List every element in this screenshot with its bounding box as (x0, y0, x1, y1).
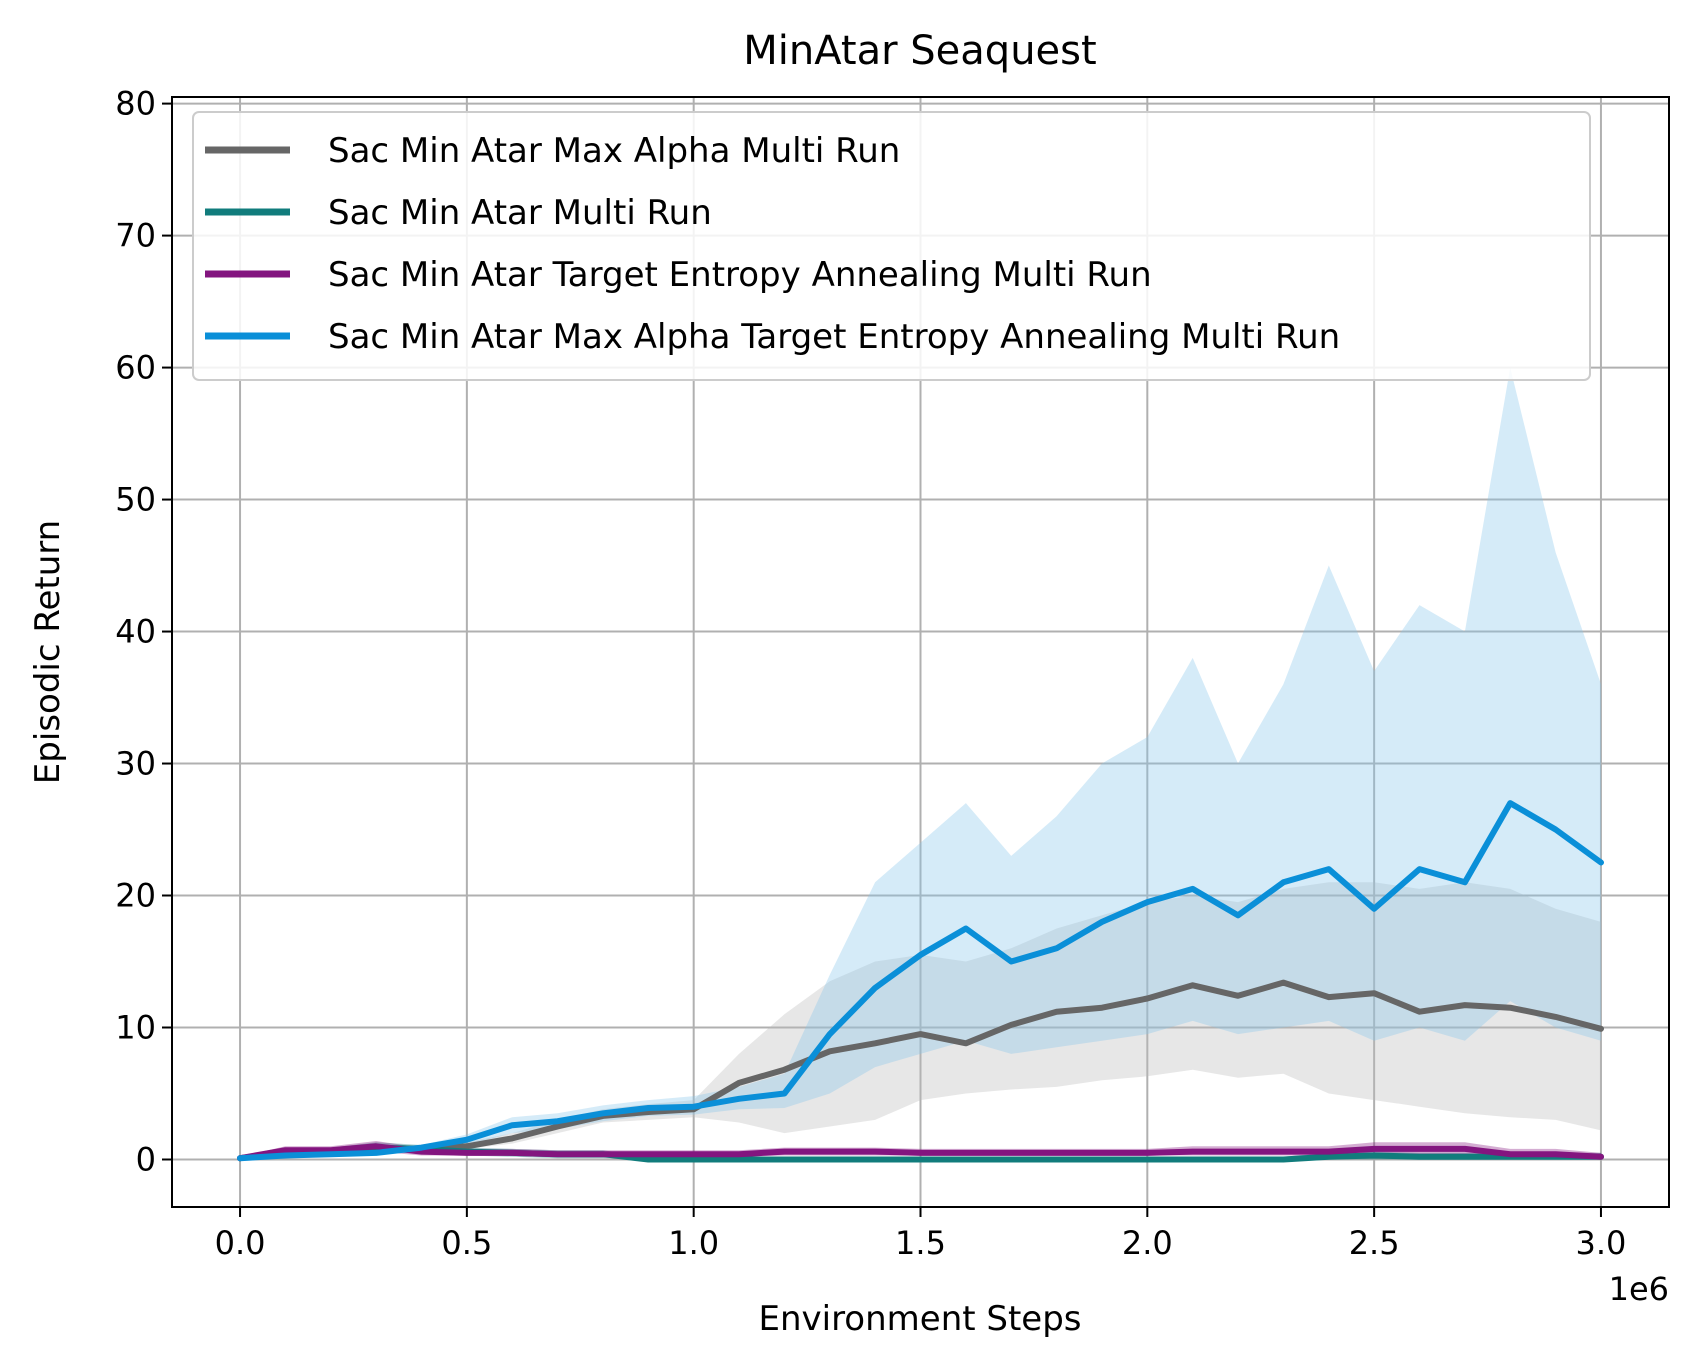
x-tick-label: 0.0 (215, 1224, 266, 1262)
series-line-1 (237, 979, 1604, 1162)
x-tick-label: 1.5 (895, 1224, 946, 1262)
legend-label-2: Sac Min Atar Multi Run (328, 193, 712, 233)
y-tick-label: 10 (115, 1008, 156, 1046)
legend-label-4: Sac Min Atar Max Alpha Target Entropy An… (328, 317, 1340, 357)
series-line-3 (237, 1143, 1604, 1162)
y-tick-label: 20 (115, 877, 156, 915)
y-tick-label: 40 (115, 613, 156, 651)
x-tick-label: 1.0 (668, 1224, 719, 1262)
series-lines (237, 800, 1604, 1163)
y-axis-ticks: 0 10 20 30 40 50 60 70 80 (115, 85, 172, 1178)
x-tick-label: 0.5 (441, 1224, 492, 1262)
x-tick-label: 2.0 (1122, 1224, 1173, 1262)
y-axis-label: Episodic Return (28, 520, 68, 784)
x-tick-label: 3.0 (1576, 1224, 1627, 1262)
y-tick-label: 30 (115, 745, 156, 783)
y-tick-label: 60 (115, 349, 156, 387)
x-axis-offset-label: 1e6 (1609, 1270, 1669, 1308)
series-line-4 (237, 800, 1604, 1162)
y-tick-label: 70 (115, 217, 156, 255)
y-tick-label: 50 (115, 481, 156, 519)
legend-label-3: Sac Min Atar Target Entropy Annealing Mu… (328, 255, 1152, 295)
chart-title: MinAtar Seaquest (743, 28, 1096, 74)
series-band-4 (240, 367, 1601, 1160)
x-axis-ticks: 0.0 0.5 1.0 1.5 2.0 2.5 3.0 (215, 1207, 1627, 1262)
series-band-1 (240, 882, 1601, 1160)
legend-box (192, 111, 1591, 381)
y-tick-label: 80 (115, 85, 156, 123)
legend: Sac Min Atar Max Alpha Multi Run Sac Min … (192, 111, 1591, 381)
y-tick-label: 0 (136, 1140, 156, 1178)
x-axis-label: Environment Steps (758, 1299, 1081, 1339)
x-tick-label: 2.5 (1349, 1224, 1400, 1262)
legend-label-1: Sac Min Atar Max Alpha Multi Run (328, 131, 900, 171)
